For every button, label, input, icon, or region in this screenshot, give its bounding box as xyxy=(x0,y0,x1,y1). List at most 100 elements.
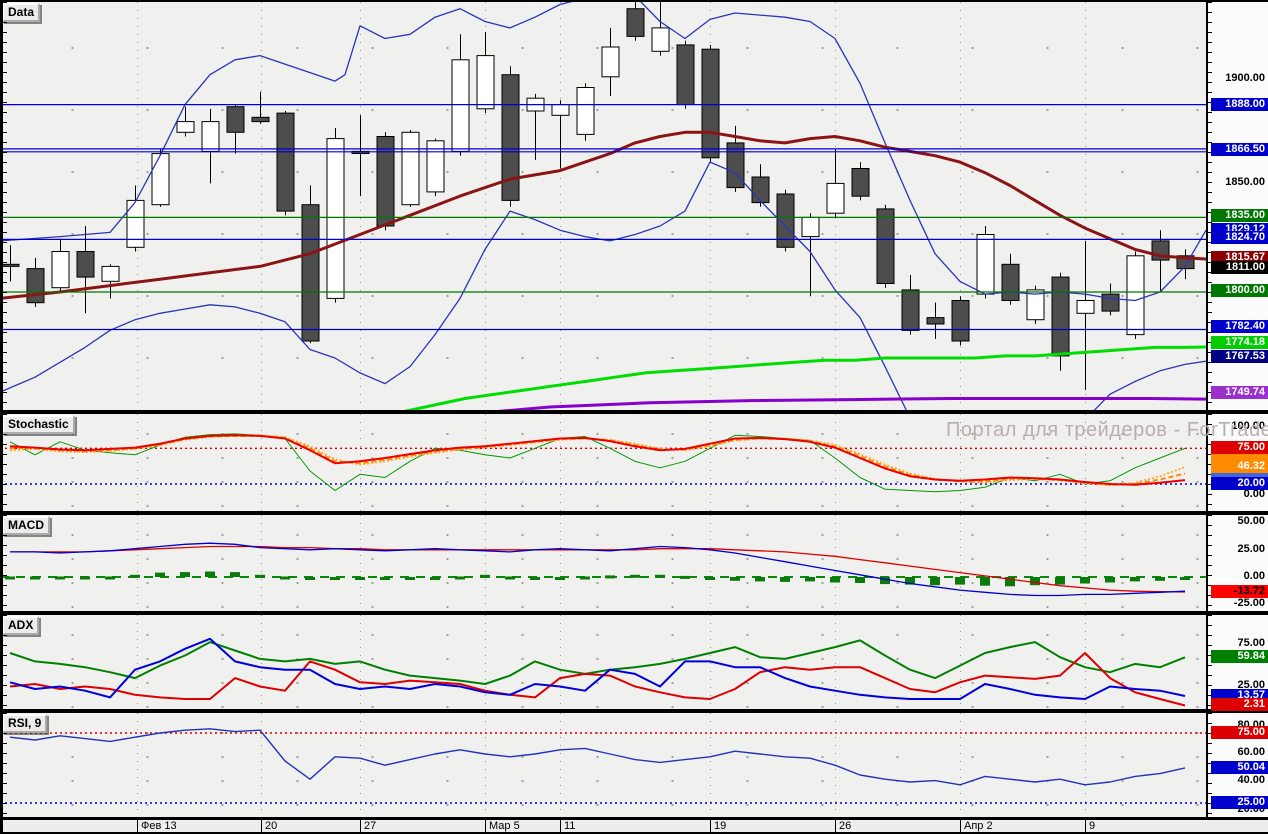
time-tick xyxy=(835,820,836,832)
left-tick-marks xyxy=(3,515,7,611)
candle-body xyxy=(451,59,470,152)
candle-body xyxy=(126,199,145,248)
macd-histogram xyxy=(555,577,565,580)
macd-histogram xyxy=(1180,577,1190,580)
candle-body xyxy=(1126,255,1145,336)
scale-label: 50.04 xyxy=(1211,761,1268,774)
ma-green xyxy=(404,345,1206,410)
price-scale[interactable]: 1900.00 1850.00 1829.12 1888.00 1866.50 1835.… xyxy=(1206,2,1268,410)
candle-body xyxy=(301,204,320,342)
panel-tag-adx[interactable]: ADX xyxy=(2,616,40,635)
scale-label: 60.00 xyxy=(1237,746,1265,758)
macd-histogram xyxy=(430,577,440,580)
macd-histogram xyxy=(80,576,90,580)
candle-body xyxy=(1026,289,1045,321)
candle-body xyxy=(1076,300,1095,314)
candle-body xyxy=(801,216,820,238)
scale-label: 100.00 xyxy=(1231,420,1265,432)
scale-label: 2.31 xyxy=(1211,698,1268,711)
scale-label: 1850.00 xyxy=(1225,176,1265,188)
macd-histogram xyxy=(1005,577,1015,587)
candle-body xyxy=(476,55,495,110)
time-label: 11 xyxy=(564,820,576,832)
macd-histogram xyxy=(180,572,190,577)
panel-tag-data[interactable]: Data xyxy=(2,3,41,22)
time-tick xyxy=(485,820,486,832)
scale-label: 46.32 xyxy=(1211,460,1268,473)
plot-area[interactable] xyxy=(0,2,1206,410)
macd-histogram xyxy=(980,577,990,586)
stochastic-scale[interactable]: 100.00 0.00 75.00 46.32 20.00 xyxy=(1206,414,1268,511)
macd-histogram xyxy=(105,576,115,580)
stochastic-panel[interactable]: Stochastic 100.00 0.00 75.00 46.32 20.00 xyxy=(0,414,1268,511)
scale-label: 40.00 xyxy=(1237,774,1265,786)
macd-histogram xyxy=(205,571,215,577)
macd-histogram xyxy=(255,574,265,578)
macd-histogram xyxy=(830,577,840,583)
macd-histogram xyxy=(380,577,390,580)
plot-area[interactable] xyxy=(0,615,1206,709)
candle-body xyxy=(951,300,970,342)
candle-body xyxy=(51,251,70,289)
panel-tag-macd[interactable]: MACD xyxy=(2,516,50,535)
candle-body xyxy=(276,112,295,212)
scale-label: 25.00 xyxy=(1237,543,1265,555)
scale-label: 75.00 xyxy=(1211,726,1268,739)
macd-histogram xyxy=(305,577,315,580)
macd-histogram xyxy=(230,572,240,577)
left-tick-marks xyxy=(3,615,7,709)
time-label: Фев 13 xyxy=(141,820,177,832)
panel-tag-stochastic[interactable]: Stochastic xyxy=(2,415,75,434)
plot-area[interactable] xyxy=(0,515,1206,611)
macd-histogram xyxy=(355,577,365,580)
scale-label: -13.72 xyxy=(1211,585,1268,598)
macd-histogram xyxy=(905,577,915,585)
panel-tag-rsi[interactable]: RSI, 9 xyxy=(2,714,48,733)
time-tick xyxy=(1085,820,1086,832)
time-axis[interactable]: Фев 13 20 27 Мар 5 11 19 26 Апр 2 9 xyxy=(0,820,1268,834)
time-label: 27 xyxy=(364,820,377,832)
main-price-panel[interactable]: Data 1900.00 1850.00 1829.12 1888.00 1866.50… xyxy=(0,2,1268,410)
time-label: 26 xyxy=(839,820,852,832)
time-tick xyxy=(261,820,262,832)
scale-label: 59.84 xyxy=(1211,650,1268,663)
adx-blue xyxy=(9,637,1186,700)
time-tick xyxy=(560,820,561,832)
panel-separator xyxy=(0,817,1268,820)
scale-label: 1767.53 xyxy=(1211,350,1268,363)
macd-scale[interactable]: 50.00 25.00 0.00 -25.00 -13.72 xyxy=(1206,515,1268,611)
stoch-red xyxy=(9,434,1186,486)
scale-label: 1835.00 xyxy=(1211,209,1268,222)
adx-red xyxy=(9,652,1186,707)
scale-label: 25.00 xyxy=(1237,679,1265,691)
macd-histogram xyxy=(505,576,515,580)
candle-body xyxy=(326,138,345,299)
candle-body xyxy=(576,87,595,135)
candle-body xyxy=(751,176,770,204)
candle-body xyxy=(726,142,745,189)
candle-body xyxy=(76,251,95,278)
scale-label: 1774.18 xyxy=(1211,336,1268,349)
macd-histogram xyxy=(630,574,640,578)
scale-label: 1815.67 xyxy=(1211,251,1268,264)
adx-panel[interactable]: ADX 75.00 25.00 59.84 13.57 2.31 xyxy=(0,615,1268,711)
macd-histogram xyxy=(1055,577,1065,585)
scale-label: 25.00 xyxy=(1211,796,1268,809)
scale-label: 1866.50 xyxy=(1211,143,1268,156)
macd-histogram xyxy=(655,574,665,578)
plot-area[interactable] xyxy=(0,414,1206,511)
rsi-panel[interactable]: RSI, 9 80.00 60.00 40.00 20.00 75.00 50.04 25.… xyxy=(0,713,1268,817)
candle-body xyxy=(601,46,620,78)
panel-separator xyxy=(0,511,1268,515)
candle-body xyxy=(626,8,645,37)
macd-histogram xyxy=(1030,577,1040,586)
macd-panel[interactable]: MACD 50.00 25.00 0.00 -25.00 -13.72 xyxy=(0,515,1268,611)
scale-label: 1749.74 xyxy=(1211,386,1268,399)
candle-body xyxy=(826,182,845,214)
plot-area[interactable] xyxy=(0,713,1206,817)
adx-green xyxy=(9,639,1186,685)
macd-histogram xyxy=(880,577,890,585)
rsi-scale[interactable]: 80.00 60.00 40.00 20.00 75.00 50.04 25.00 xyxy=(1206,713,1268,817)
macd-histogram xyxy=(805,577,815,582)
adx-scale[interactable]: 75.00 25.00 59.84 13.57 2.31 xyxy=(1206,615,1268,711)
